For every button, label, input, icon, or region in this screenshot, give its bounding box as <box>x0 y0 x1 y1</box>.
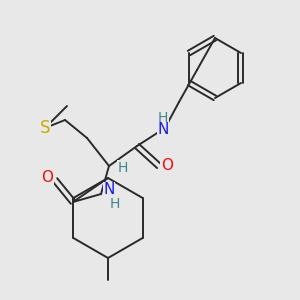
Text: N: N <box>157 122 169 137</box>
Text: O: O <box>41 170 53 185</box>
Text: H: H <box>118 161 128 175</box>
Text: S: S <box>40 119 50 137</box>
Text: H: H <box>158 111 168 125</box>
Text: H: H <box>110 197 120 211</box>
Text: N: N <box>103 182 115 197</box>
Text: O: O <box>161 158 173 173</box>
